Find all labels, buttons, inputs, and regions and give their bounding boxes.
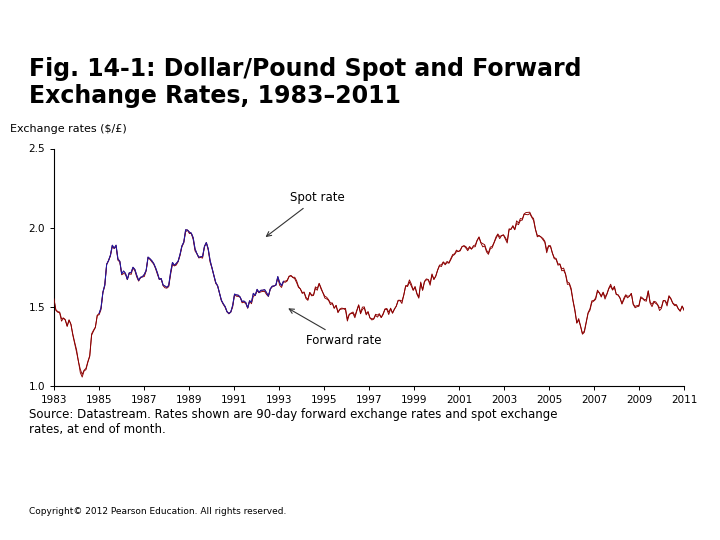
Text: Exchange rates ($/£): Exchange rates ($/£): [10, 124, 127, 134]
Text: Exchange Rates, 1983–2011: Exchange Rates, 1983–2011: [29, 84, 400, 107]
Text: 14-17: 14-17: [620, 510, 669, 524]
Text: Source: Datastream. Rates shown are 90-day forward exchange rates and spot excha: Source: Datastream. Rates shown are 90-d…: [29, 408, 557, 436]
Text: Forward rate: Forward rate: [289, 309, 382, 347]
Text: Fig. 14-1: Dollar/Pound Spot and Forward: Fig. 14-1: Dollar/Pound Spot and Forward: [29, 57, 581, 80]
Text: Copyright© 2012 Pearson Education. All rights reserved.: Copyright© 2012 Pearson Education. All r…: [29, 507, 286, 516]
Text: Spot rate: Spot rate: [266, 191, 345, 237]
